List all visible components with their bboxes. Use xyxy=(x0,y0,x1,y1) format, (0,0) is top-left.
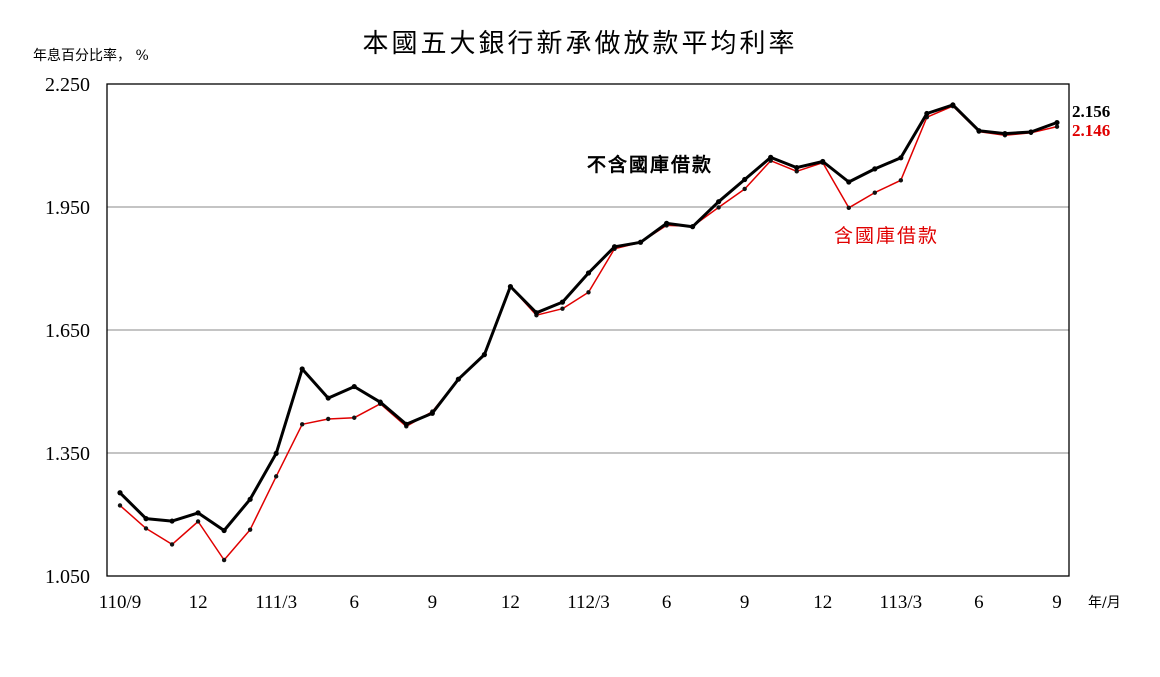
data-point xyxy=(299,366,305,372)
x-tick-label: 9 xyxy=(740,592,750,613)
data-point xyxy=(351,383,357,390)
data-point xyxy=(403,421,409,427)
data-point xyxy=(690,224,696,230)
x-tick-label: 12 xyxy=(813,592,832,613)
data-point xyxy=(742,186,747,192)
y-tick-label: 1.650 xyxy=(45,320,90,342)
data-point xyxy=(195,510,201,516)
data-point xyxy=(950,102,956,108)
data-point xyxy=(247,496,253,502)
x-tick-label: 111/3 xyxy=(255,592,297,613)
data-point xyxy=(221,557,227,563)
data-point xyxy=(481,352,487,358)
data-point xyxy=(507,283,514,290)
data-point xyxy=(716,199,722,205)
data-point xyxy=(273,474,279,479)
data-point xyxy=(117,503,123,508)
data-point xyxy=(195,519,201,524)
x-tick-label: 6 xyxy=(974,592,984,613)
x-tick-label: 12 xyxy=(189,592,208,613)
data-point xyxy=(586,290,591,295)
data-point xyxy=(794,165,800,171)
data-point xyxy=(169,518,175,524)
y-tick-label: 2.250 xyxy=(45,74,90,96)
end-value-excluding-treasury: 2.156 xyxy=(1072,102,1110,121)
data-point xyxy=(898,178,904,183)
series-label-including-treasury: 含國庫借款 xyxy=(834,225,939,247)
data-point xyxy=(143,516,149,522)
data-point xyxy=(794,169,799,174)
data-point xyxy=(221,527,227,534)
x-axis-ticks: 110/9 12 111/3 6 9 12 112/3 6 9 12 113/3 6 9 xyxy=(99,592,1062,613)
data-point xyxy=(273,450,279,457)
x-axis-unit-label: 年/月 xyxy=(1088,595,1121,611)
series-excluding-treasury xyxy=(117,102,1060,534)
data-point xyxy=(820,158,826,165)
y-tick-label: 1.950 xyxy=(45,197,90,219)
chart-title: 本國五大銀行新承做放款平均利率 xyxy=(362,29,797,59)
data-point xyxy=(846,205,851,211)
data-point xyxy=(872,166,878,172)
data-point xyxy=(898,155,904,161)
data-point xyxy=(455,376,461,382)
data-point xyxy=(117,490,123,496)
data-point xyxy=(1054,119,1060,126)
x-tick-label: 6 xyxy=(350,592,360,613)
y-tick-label: 1.050 xyxy=(45,566,90,588)
data-point xyxy=(326,416,331,422)
data-point xyxy=(247,527,253,532)
data-point xyxy=(611,244,618,250)
y-axis-ticks: 1.050 1.350 1.650 1.950 2.250 xyxy=(45,74,90,588)
y-tick-label: 1.350 xyxy=(45,443,90,465)
end-value-including-treasury: 2.146 xyxy=(1072,121,1110,140)
data-point xyxy=(1028,129,1034,135)
x-tick-label: 6 xyxy=(662,592,672,613)
data-point xyxy=(742,176,748,183)
plot-frame xyxy=(106,83,1070,577)
data-point xyxy=(352,415,357,420)
data-point xyxy=(533,310,540,316)
data-point xyxy=(663,220,670,226)
data-point xyxy=(1054,124,1060,129)
series-label-excluding-treasury: 不含國庫借款 xyxy=(587,153,713,176)
data-point xyxy=(1002,131,1008,137)
data-point xyxy=(976,128,982,134)
data-point xyxy=(585,270,592,276)
x-tick-label: 9 xyxy=(428,592,438,613)
data-point xyxy=(559,299,566,305)
x-tick-label: 112/3 xyxy=(567,592,610,613)
data-point xyxy=(377,399,383,405)
gridlines xyxy=(107,206,1069,454)
data-point xyxy=(924,110,930,117)
y-axis-label: 年息百分比率， % xyxy=(33,47,149,64)
series-lines xyxy=(117,102,1060,563)
data-point xyxy=(872,190,878,195)
data-point xyxy=(716,205,721,210)
x-tick-label: 110/9 xyxy=(99,592,142,613)
data-point xyxy=(429,410,435,416)
data-point xyxy=(637,239,644,245)
data-point xyxy=(325,395,331,401)
x-tick-label: 12 xyxy=(501,592,520,613)
data-point xyxy=(169,542,175,547)
x-tick-label: 113/3 xyxy=(880,592,923,613)
data-point xyxy=(768,154,774,160)
data-point xyxy=(560,306,565,311)
data-point xyxy=(846,179,852,185)
data-point xyxy=(299,422,305,427)
x-tick-label: 9 xyxy=(1052,592,1062,613)
data-point xyxy=(143,526,149,531)
